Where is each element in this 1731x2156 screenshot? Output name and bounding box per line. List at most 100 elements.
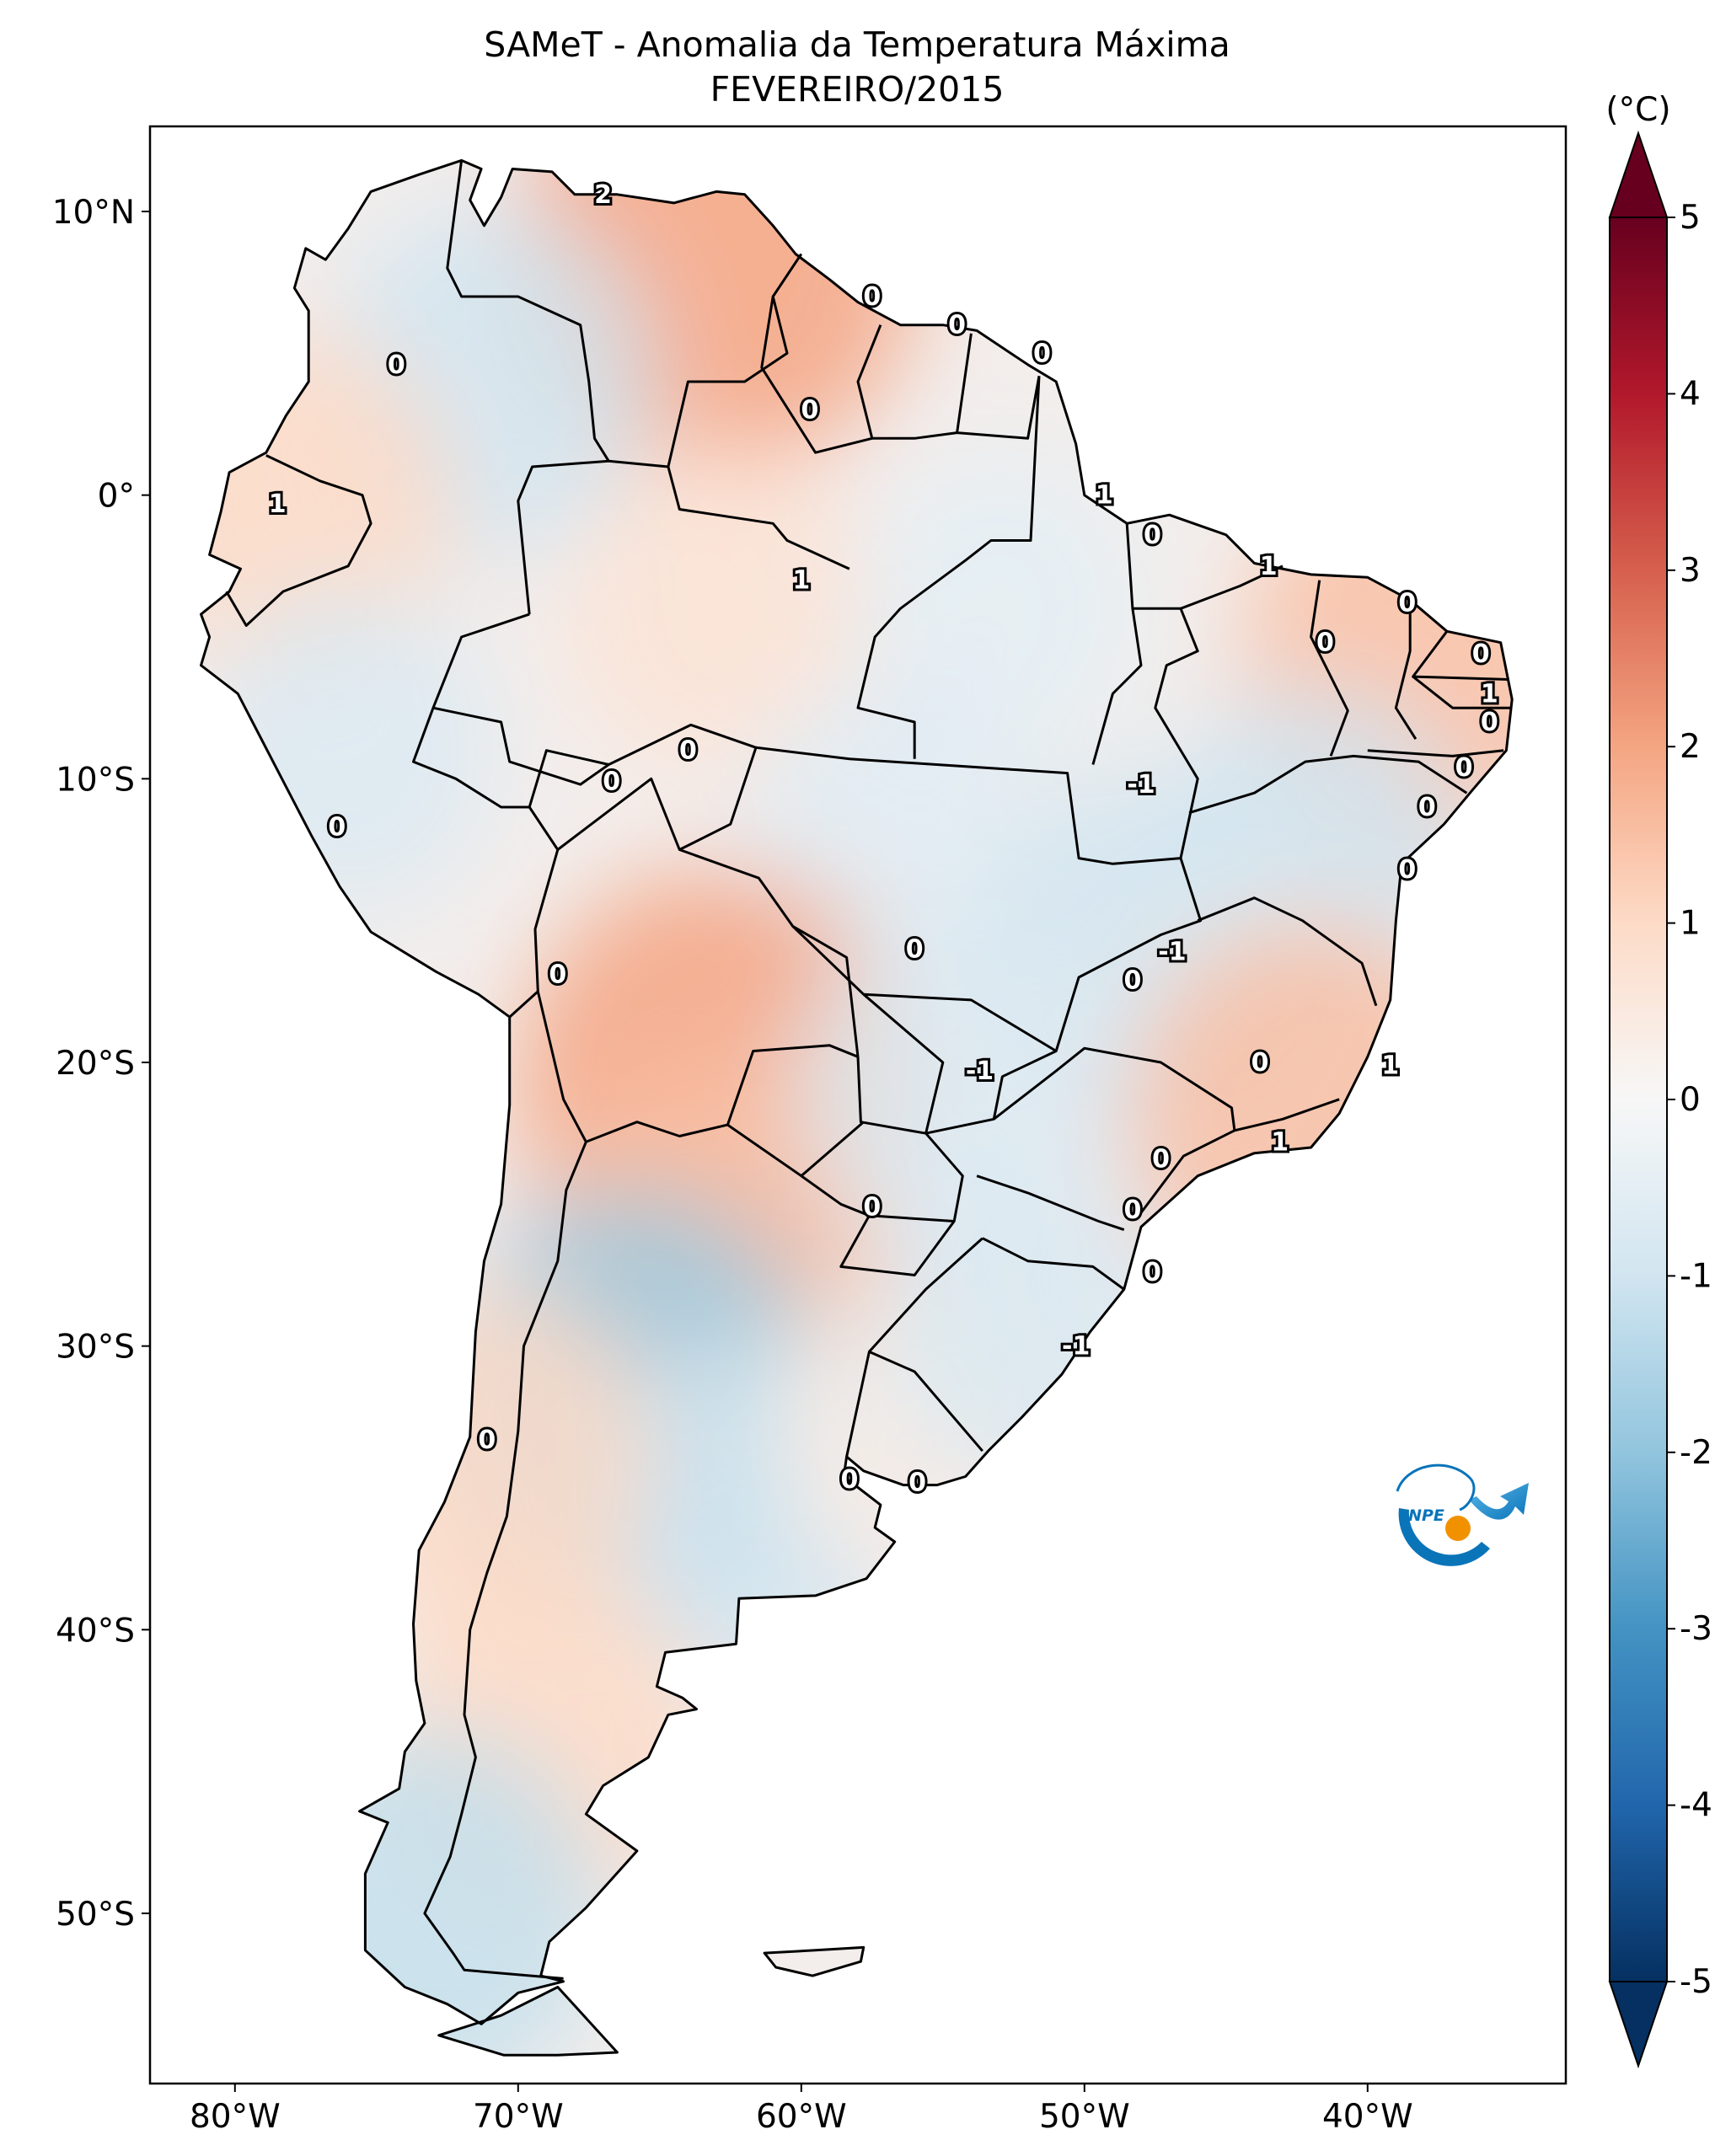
border-line <box>726 1057 964 1276</box>
contour-label: 0 <box>1398 589 1416 618</box>
border-line <box>956 333 1041 440</box>
logo-orange-dot <box>1445 1516 1471 1541</box>
contour-label: 0 <box>1144 521 1161 550</box>
contour-label: 0 <box>1398 855 1416 885</box>
y-tick-label: 40°S <box>56 1612 135 1650</box>
border-line <box>1188 754 1468 815</box>
contour-label: 0 <box>840 1465 858 1495</box>
colorbar-tick-label: -1 <box>1680 1257 1712 1295</box>
chart-title: SAMeT - Anomalia da Temperatura Máxima <box>484 24 1230 65</box>
y-tick-label: 30°S <box>56 1329 135 1367</box>
x-tick-label: 40°W <box>1322 2098 1413 2136</box>
coastline <box>200 158 1514 2025</box>
contour-label: 1 <box>1271 1127 1289 1157</box>
colorbar-tick-label: -2 <box>1680 1434 1712 1472</box>
border-line <box>536 777 860 1143</box>
logo-arc <box>1398 1508 1490 1566</box>
contour-label: 1 <box>1096 481 1113 511</box>
contour-label: 0 <box>908 1468 926 1497</box>
border-line <box>755 746 1182 865</box>
border-line <box>976 1174 1125 1232</box>
chart-subtitle: FEVEREIRO/2015 <box>710 69 1005 110</box>
border-line <box>1394 600 1417 741</box>
x-axis: 80°W 70°W 60°W 50°W 40°W <box>190 2084 1413 2136</box>
colorbar-tick-label: -5 <box>1680 1963 1712 2001</box>
contour-label: 0 <box>1418 793 1436 822</box>
anomaly-patch <box>566 443 866 773</box>
colorbar-tick-label: 4 <box>1680 375 1701 413</box>
contour-label: 0 <box>801 396 818 425</box>
contour-label: 1 <box>1381 1051 1399 1080</box>
contour-label: -1 <box>1158 938 1186 967</box>
colorbar-gradient <box>1609 217 1668 1982</box>
contour-label: 0 <box>1251 1048 1269 1078</box>
y-tick-label: 0° <box>98 478 135 516</box>
y-tick-label: 50°S <box>56 1896 135 1934</box>
border-line <box>791 925 945 1134</box>
border-line <box>845 1237 983 1458</box>
map-frame <box>148 125 1568 2085</box>
border-line <box>412 613 560 1019</box>
x-tick-label: 60°W <box>756 2098 847 2136</box>
border-line <box>868 1351 983 1452</box>
border-line <box>1091 608 1143 765</box>
contour-label: 0 <box>388 350 405 380</box>
contour-label: 0 <box>679 736 697 766</box>
border-line <box>446 160 610 615</box>
contour-label: -1 <box>1127 770 1155 800</box>
contour-label: 0 <box>1481 708 1498 737</box>
colorbar-max-extension <box>1608 130 1669 218</box>
colorbar-ticks: -5 -4 -3 -2 -1 0 1 2 3 4 5 <box>1667 199 1712 2001</box>
contour-label: 0 <box>1123 966 1141 995</box>
colorbar-min-extension <box>1608 1981 1669 2069</box>
colorbar: (°C) -5 -4 -3 -2 -1 0 1 2 3 4 5 <box>1605 91 1712 2069</box>
x-tick-label: 70°W <box>473 2098 564 2136</box>
y-axis: 10°N 0° 10°S 20°S 30°S 40°S 50°S <box>52 194 150 1934</box>
border-line <box>982 1237 1125 1291</box>
colorbar-unit-label: (°C) <box>1605 91 1670 129</box>
y-tick-label: 20°S <box>56 1045 135 1083</box>
colorbar-tick-label: 5 <box>1680 199 1701 237</box>
x-tick-label: 50°W <box>1039 2098 1130 2136</box>
contour-label: 0 <box>549 960 566 990</box>
contour-label: 1 <box>1260 552 1278 581</box>
contour-label: 0 <box>1144 1258 1161 1287</box>
contour-label: 0 <box>1472 639 1490 669</box>
colorbar-tick-label: 1 <box>1680 905 1701 943</box>
border-line <box>760 296 873 454</box>
border-line <box>528 749 609 808</box>
contour-label: 0 <box>1316 629 1334 658</box>
contour-label: -1 <box>966 1057 994 1086</box>
contour-label: 0 <box>603 768 620 797</box>
contour-label: 0 <box>328 813 346 843</box>
contour-label: -1 <box>1062 1332 1090 1362</box>
border-line <box>869 1214 955 1222</box>
contour-label: 0 <box>863 1193 881 1222</box>
logo-arrow-icon <box>1469 1483 1529 1520</box>
border-line <box>800 1121 865 1177</box>
contour-label: 0 <box>948 311 966 340</box>
contour-label: 0 <box>863 282 881 312</box>
country-borders <box>225 160 1513 1980</box>
falkland-islands <box>763 1945 866 1977</box>
border-line <box>856 376 1041 759</box>
border-line <box>993 1046 1236 1214</box>
border-line <box>1310 580 1349 757</box>
contour-label: 1 <box>1481 679 1498 709</box>
tierra-del-fuego <box>437 1986 619 2057</box>
colorbar-tick-label: 3 <box>1680 552 1701 590</box>
border-line <box>667 466 850 570</box>
logo-orbit <box>1396 1463 1476 1511</box>
contour-label: 0 <box>1123 1196 1141 1225</box>
contour-label: 0 <box>1152 1144 1170 1174</box>
inpe-logo: INPE <box>1396 1463 1529 1566</box>
colorbar-tick-label: 0 <box>1680 1081 1701 1119</box>
border-line <box>1234 1098 1340 1132</box>
colorbar-tick-label: -3 <box>1680 1610 1712 1648</box>
colorbar-tick-label: 2 <box>1680 728 1701 766</box>
border-line <box>1367 749 1504 757</box>
contour-label: 0 <box>906 934 924 964</box>
y-tick-label: 10°S <box>56 761 135 799</box>
